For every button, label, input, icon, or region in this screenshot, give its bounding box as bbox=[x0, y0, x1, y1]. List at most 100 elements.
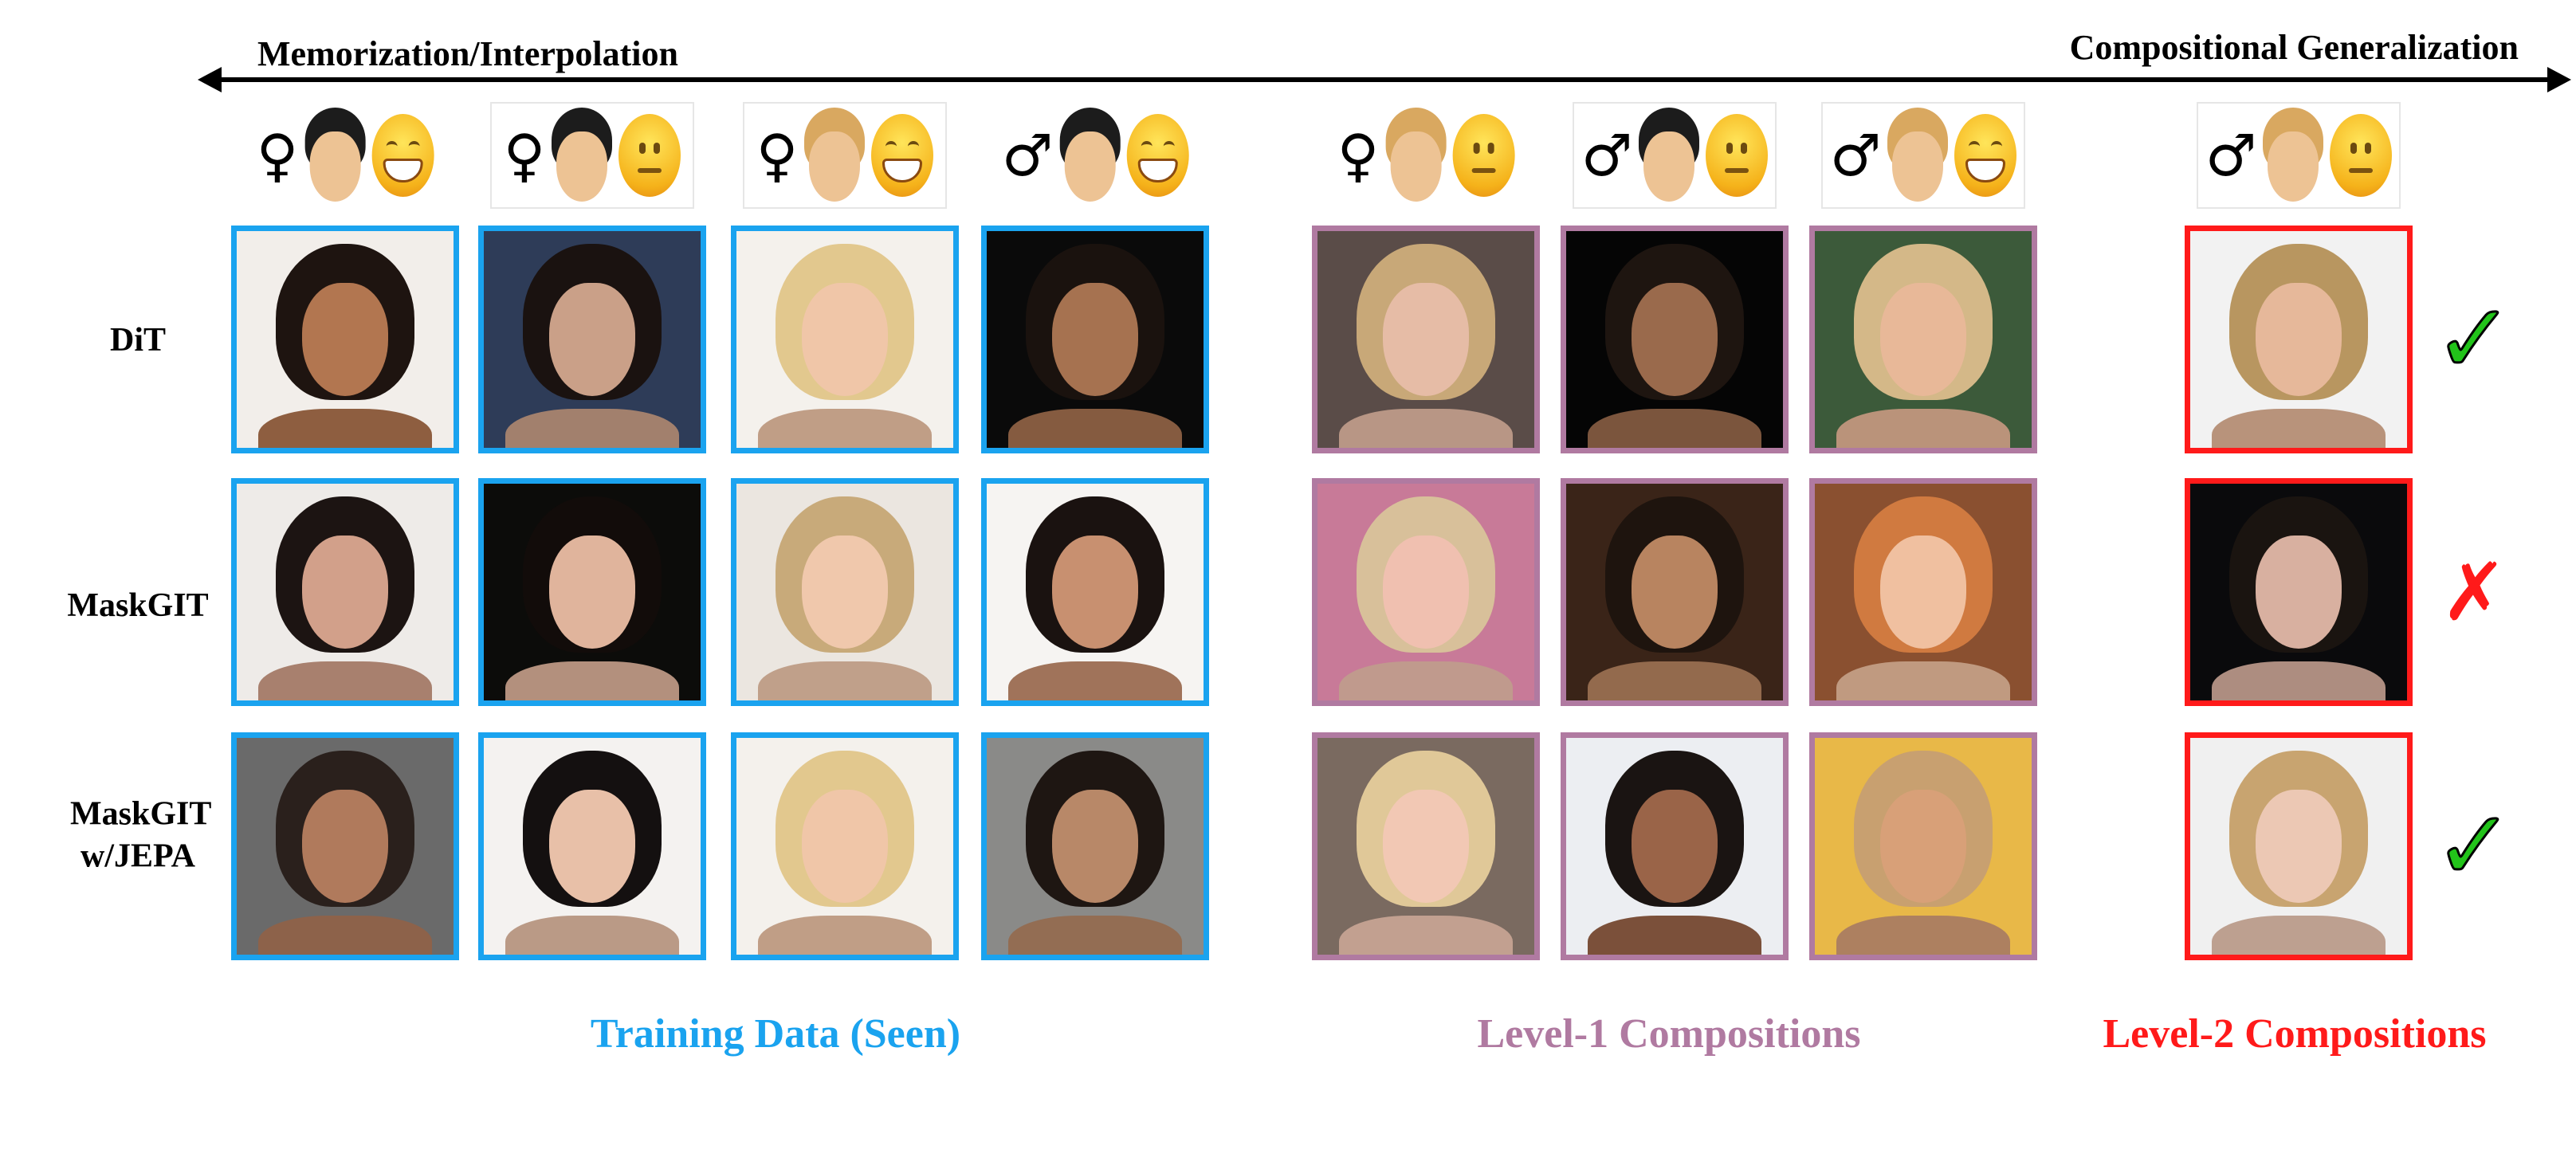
condition-icons: ♂ bbox=[1821, 102, 2025, 209]
black-hair-icon bbox=[1058, 108, 1121, 203]
female-symbol-icon: ♀ bbox=[503, 122, 546, 189]
black-hair-icon bbox=[1637, 108, 1701, 203]
generated-face-image bbox=[231, 732, 459, 960]
generated-face-image bbox=[981, 226, 1209, 453]
generated-face-image bbox=[231, 478, 459, 706]
generated-face-image bbox=[1561, 226, 1789, 453]
shoulders bbox=[505, 409, 679, 448]
black-hair-icon bbox=[303, 108, 367, 203]
generated-face-image bbox=[1809, 226, 2037, 453]
mouth bbox=[383, 159, 423, 182]
eye bbox=[1473, 143, 1480, 154]
generated-face-image bbox=[2185, 732, 2413, 960]
generated-face-image bbox=[981, 478, 1209, 706]
generated-face-image bbox=[731, 226, 959, 453]
arrow-right-icon bbox=[2547, 67, 2571, 92]
generated-face-image bbox=[2185, 226, 2413, 453]
generated-face-image bbox=[478, 478, 706, 706]
face bbox=[1879, 536, 1967, 649]
axis-line bbox=[209, 77, 2548, 82]
female-symbol-icon: ♀ bbox=[256, 122, 299, 189]
generated-face-image bbox=[2185, 478, 2413, 706]
grinning-emoji-icon bbox=[871, 114, 934, 197]
face bbox=[1382, 790, 1470, 903]
shoulders bbox=[258, 916, 432, 955]
generated-face-image bbox=[731, 478, 959, 706]
face-shape bbox=[1892, 131, 1944, 202]
checkmark-icon: ✓ bbox=[2433, 790, 2515, 903]
shoulders bbox=[1339, 661, 1513, 700]
face-shape bbox=[1064, 131, 1116, 202]
face bbox=[1631, 283, 1718, 396]
generated-face-image bbox=[981, 732, 1209, 960]
black-hair-icon bbox=[550, 108, 614, 203]
mouth bbox=[882, 159, 923, 182]
eye bbox=[639, 143, 646, 154]
shoulders bbox=[758, 661, 932, 700]
generated-face-image bbox=[1312, 732, 1540, 960]
group-label-0: Training Data (Seen) bbox=[590, 1011, 961, 1057]
shoulders bbox=[505, 661, 679, 700]
axis-right-label: Compositional Generalization bbox=[2069, 28, 2519, 67]
face bbox=[1631, 536, 1718, 649]
grinning-emoji-icon bbox=[1954, 114, 2017, 197]
face bbox=[1879, 790, 1967, 903]
axis-left-label: Memorization/Interpolation bbox=[257, 34, 678, 73]
shoulders bbox=[1588, 661, 1761, 700]
face bbox=[801, 790, 889, 903]
face-shape bbox=[1643, 131, 1695, 202]
blond-hair-icon bbox=[1886, 108, 1950, 203]
face bbox=[2255, 283, 2342, 396]
condition-icons: ♀ bbox=[490, 102, 694, 209]
face-shape bbox=[309, 131, 361, 202]
face bbox=[548, 283, 636, 396]
condition-icons: ♀ bbox=[250, 102, 441, 209]
condition-icons: ♂ bbox=[2197, 102, 2401, 209]
mouth bbox=[1965, 159, 2006, 182]
shoulders bbox=[505, 916, 679, 955]
face bbox=[1051, 790, 1139, 903]
male-symbol-icon: ♂ bbox=[1001, 122, 1054, 189]
shoulders bbox=[2212, 661, 2386, 700]
face bbox=[1382, 283, 1470, 396]
group-label-1: Level-1 Compositions bbox=[1477, 1011, 1861, 1057]
generated-face-image bbox=[1809, 478, 2037, 706]
mouth bbox=[1137, 159, 1178, 182]
shoulders bbox=[758, 409, 932, 448]
face bbox=[548, 790, 636, 903]
male-symbol-icon: ♂ bbox=[2205, 122, 2257, 189]
neutral-emoji-icon bbox=[2330, 114, 2393, 197]
blond-hair-icon bbox=[1384, 108, 1447, 203]
face bbox=[801, 536, 889, 649]
shoulders bbox=[1836, 409, 2010, 448]
eye bbox=[1487, 143, 1494, 154]
condition-icons: ♀ bbox=[1331, 102, 1522, 209]
face bbox=[1382, 536, 1470, 649]
generated-face-image bbox=[1312, 478, 1540, 706]
generated-face-image bbox=[1561, 732, 1789, 960]
male-symbol-icon: ♂ bbox=[1829, 122, 1882, 189]
condition-icons: ♂ bbox=[995, 102, 1196, 209]
arrow-left-icon bbox=[198, 67, 222, 92]
face bbox=[2255, 536, 2342, 649]
row-label-0: DiT bbox=[109, 321, 167, 359]
shoulders bbox=[258, 409, 432, 448]
neutral-emoji-icon bbox=[1706, 114, 1769, 197]
face bbox=[1631, 790, 1718, 903]
face bbox=[301, 283, 389, 396]
neutral-emoji-icon bbox=[618, 114, 681, 197]
eye bbox=[1969, 141, 1981, 152]
eye bbox=[2365, 143, 2372, 154]
face bbox=[1051, 283, 1139, 396]
female-symbol-icon: ♀ bbox=[1337, 122, 1380, 189]
face-shape bbox=[809, 131, 861, 202]
shoulders bbox=[1008, 661, 1182, 700]
eye bbox=[908, 141, 920, 152]
group-label-2: Level-2 Compositions bbox=[2103, 1011, 2487, 1057]
generated-face-image bbox=[1809, 732, 2037, 960]
shoulders bbox=[1339, 409, 1513, 448]
eye bbox=[1741, 143, 1748, 154]
face bbox=[548, 536, 636, 649]
shoulders bbox=[1588, 916, 1761, 955]
face bbox=[801, 283, 889, 396]
